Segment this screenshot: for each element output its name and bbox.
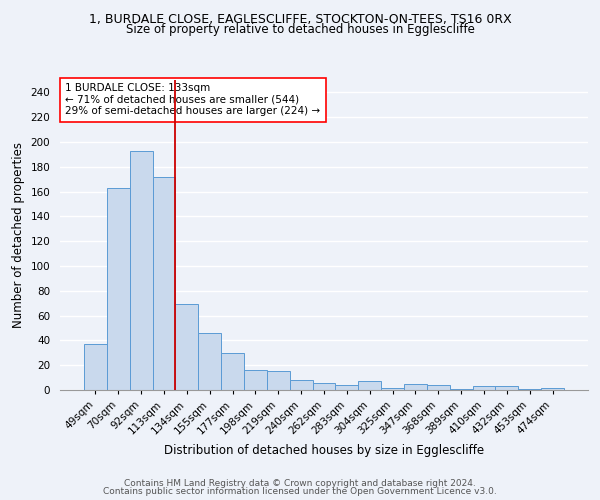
Text: 1, BURDALE CLOSE, EAGLESCLIFFE, STOCKTON-ON-TEES, TS16 0RX: 1, BURDALE CLOSE, EAGLESCLIFFE, STOCKTON… <box>89 12 511 26</box>
Text: 1 BURDALE CLOSE: 133sqm
← 71% of detached houses are smaller (544)
29% of semi-d: 1 BURDALE CLOSE: 133sqm ← 71% of detache… <box>65 83 320 116</box>
Bar <box>130 150 152 390</box>
Text: Contains HM Land Registry data © Crown copyright and database right 2024.: Contains HM Land Registry data © Crown c… <box>124 478 476 488</box>
Bar <box>313 382 335 390</box>
Bar <box>381 388 404 390</box>
Bar <box>290 380 313 390</box>
Bar <box>152 176 175 390</box>
Y-axis label: Number of detached properties: Number of detached properties <box>12 142 25 328</box>
Bar <box>84 344 107 390</box>
Bar <box>541 388 564 390</box>
Bar <box>427 385 450 390</box>
Bar <box>404 384 427 390</box>
Bar <box>473 386 496 390</box>
Bar <box>267 372 290 390</box>
Bar <box>107 188 130 390</box>
X-axis label: Distribution of detached houses by size in Egglescliffe: Distribution of detached houses by size … <box>164 444 484 457</box>
Text: Size of property relative to detached houses in Egglescliffe: Size of property relative to detached ho… <box>125 22 475 36</box>
Bar <box>358 382 381 390</box>
Bar <box>496 386 518 390</box>
Bar <box>450 389 473 390</box>
Bar <box>175 304 198 390</box>
Bar <box>244 370 267 390</box>
Bar <box>198 333 221 390</box>
Bar <box>221 353 244 390</box>
Bar <box>335 385 358 390</box>
Bar <box>518 389 541 390</box>
Text: Contains public sector information licensed under the Open Government Licence v3: Contains public sector information licen… <box>103 487 497 496</box>
